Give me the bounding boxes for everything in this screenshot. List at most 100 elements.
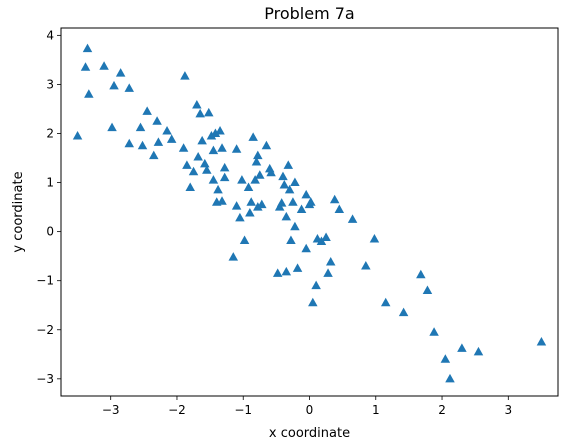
data-point xyxy=(237,175,247,184)
data-point xyxy=(206,130,217,140)
data-point xyxy=(276,198,287,207)
y-axis-ticks: −3 −2 −1 0 1 2 3 4 xyxy=(36,28,61,386)
data-point xyxy=(166,134,177,143)
data-point xyxy=(228,252,239,261)
y-tick-label: 1 xyxy=(46,176,54,190)
data-point xyxy=(440,354,451,363)
x-tick-label: 3 xyxy=(504,403,512,417)
data-point xyxy=(124,83,134,92)
data-point xyxy=(72,130,83,140)
data-point xyxy=(246,197,256,206)
data-point xyxy=(380,297,391,307)
data-point xyxy=(193,152,203,161)
data-point xyxy=(162,126,172,135)
data-point xyxy=(261,140,272,150)
data-point xyxy=(266,167,276,177)
data-point xyxy=(182,160,192,169)
data-point xyxy=(286,235,296,244)
data-point xyxy=(84,89,94,98)
data-point xyxy=(250,175,260,184)
data-point xyxy=(208,145,219,155)
data-point xyxy=(215,126,225,135)
x-axis-label: x coordinate xyxy=(269,426,350,441)
data-points xyxy=(72,43,547,383)
data-point xyxy=(235,212,245,222)
data-point xyxy=(202,165,212,174)
data-point xyxy=(107,122,117,132)
data-point xyxy=(99,61,109,70)
data-point xyxy=(283,160,294,169)
data-point xyxy=(82,43,93,53)
y-tick-label: 3 xyxy=(46,77,54,91)
data-point xyxy=(149,150,159,160)
data-point xyxy=(115,68,126,77)
data-point xyxy=(290,177,300,187)
data-point xyxy=(473,346,484,356)
y-tick-label: 0 xyxy=(46,225,54,239)
data-point xyxy=(210,128,221,137)
data-point xyxy=(195,108,205,118)
data-point xyxy=(251,156,262,166)
data-point xyxy=(288,197,298,206)
y-tick-label: −2 xyxy=(36,323,54,337)
data-point xyxy=(188,166,199,176)
data-point xyxy=(192,100,202,109)
data-point xyxy=(323,268,333,277)
data-point xyxy=(536,337,547,346)
x-tick-label: −3 xyxy=(102,403,120,417)
data-point xyxy=(361,260,371,270)
data-point xyxy=(278,171,288,181)
data-point xyxy=(248,132,258,141)
data-point xyxy=(180,71,190,80)
data-point xyxy=(197,135,207,145)
data-point xyxy=(231,201,242,210)
data-point xyxy=(80,62,91,71)
data-point xyxy=(204,107,214,117)
data-point xyxy=(429,327,439,336)
data-point xyxy=(334,204,345,214)
data-point xyxy=(325,257,336,266)
data-point xyxy=(217,196,227,205)
data-point xyxy=(281,266,292,276)
data-point xyxy=(142,106,152,115)
data-point xyxy=(321,232,331,242)
data-point xyxy=(255,170,265,179)
x-tick-label: 2 xyxy=(438,403,446,417)
y-axis-label: y coordinate xyxy=(11,171,26,252)
x-tick-label: −1 xyxy=(234,403,252,417)
data-point xyxy=(279,180,290,189)
y-tick-label: −1 xyxy=(36,274,54,288)
data-point xyxy=(231,144,242,153)
data-point xyxy=(301,243,311,253)
data-point xyxy=(316,236,327,245)
data-point xyxy=(253,150,263,160)
chart-title: Problem 7a xyxy=(264,4,354,23)
data-point xyxy=(296,204,307,214)
data-point xyxy=(422,285,433,295)
x-tick-label: 0 xyxy=(306,403,314,417)
y-tick-label: −3 xyxy=(36,372,54,386)
data-point xyxy=(137,140,148,150)
data-point xyxy=(208,175,219,184)
data-point xyxy=(185,182,195,191)
data-point xyxy=(445,373,455,383)
data-point xyxy=(239,235,250,244)
data-point xyxy=(200,158,210,168)
data-point xyxy=(253,202,263,211)
data-point xyxy=(369,233,380,243)
data-point xyxy=(290,221,300,231)
data-point xyxy=(245,207,255,217)
data-point xyxy=(416,269,426,279)
data-point xyxy=(153,137,164,146)
data-point xyxy=(398,307,409,317)
x-tick-label: 1 xyxy=(372,403,380,417)
data-point xyxy=(292,263,303,272)
data-point xyxy=(306,197,316,206)
y-tick-label: 2 xyxy=(46,126,54,140)
data-point xyxy=(308,297,318,307)
data-point xyxy=(152,116,162,125)
data-point xyxy=(347,214,358,223)
